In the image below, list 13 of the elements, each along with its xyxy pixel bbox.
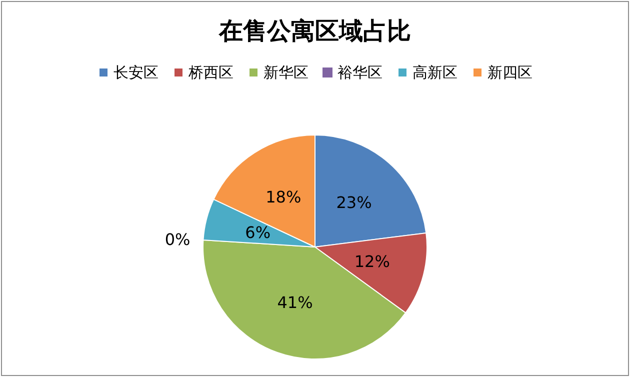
chart-title: 在售公寓区域占比 bbox=[218, 17, 411, 45]
legend-label: 高新区 bbox=[412, 64, 458, 82]
data-label: 41% bbox=[277, 293, 313, 312]
legend-label: 新华区 bbox=[264, 64, 308, 82]
data-label: 6% bbox=[245, 222, 271, 242]
legend-label: 裕华区 bbox=[338, 64, 382, 82]
data-label: 18% bbox=[266, 188, 302, 207]
legend-label: 桥西区 bbox=[188, 64, 234, 82]
data-label: 12% bbox=[354, 252, 390, 272]
data-label: 23% bbox=[336, 193, 372, 212]
legend-label: 长安区 bbox=[114, 64, 158, 82]
text: 0% bbox=[164, 230, 190, 250]
legend-label: 新四区 bbox=[488, 64, 532, 82]
